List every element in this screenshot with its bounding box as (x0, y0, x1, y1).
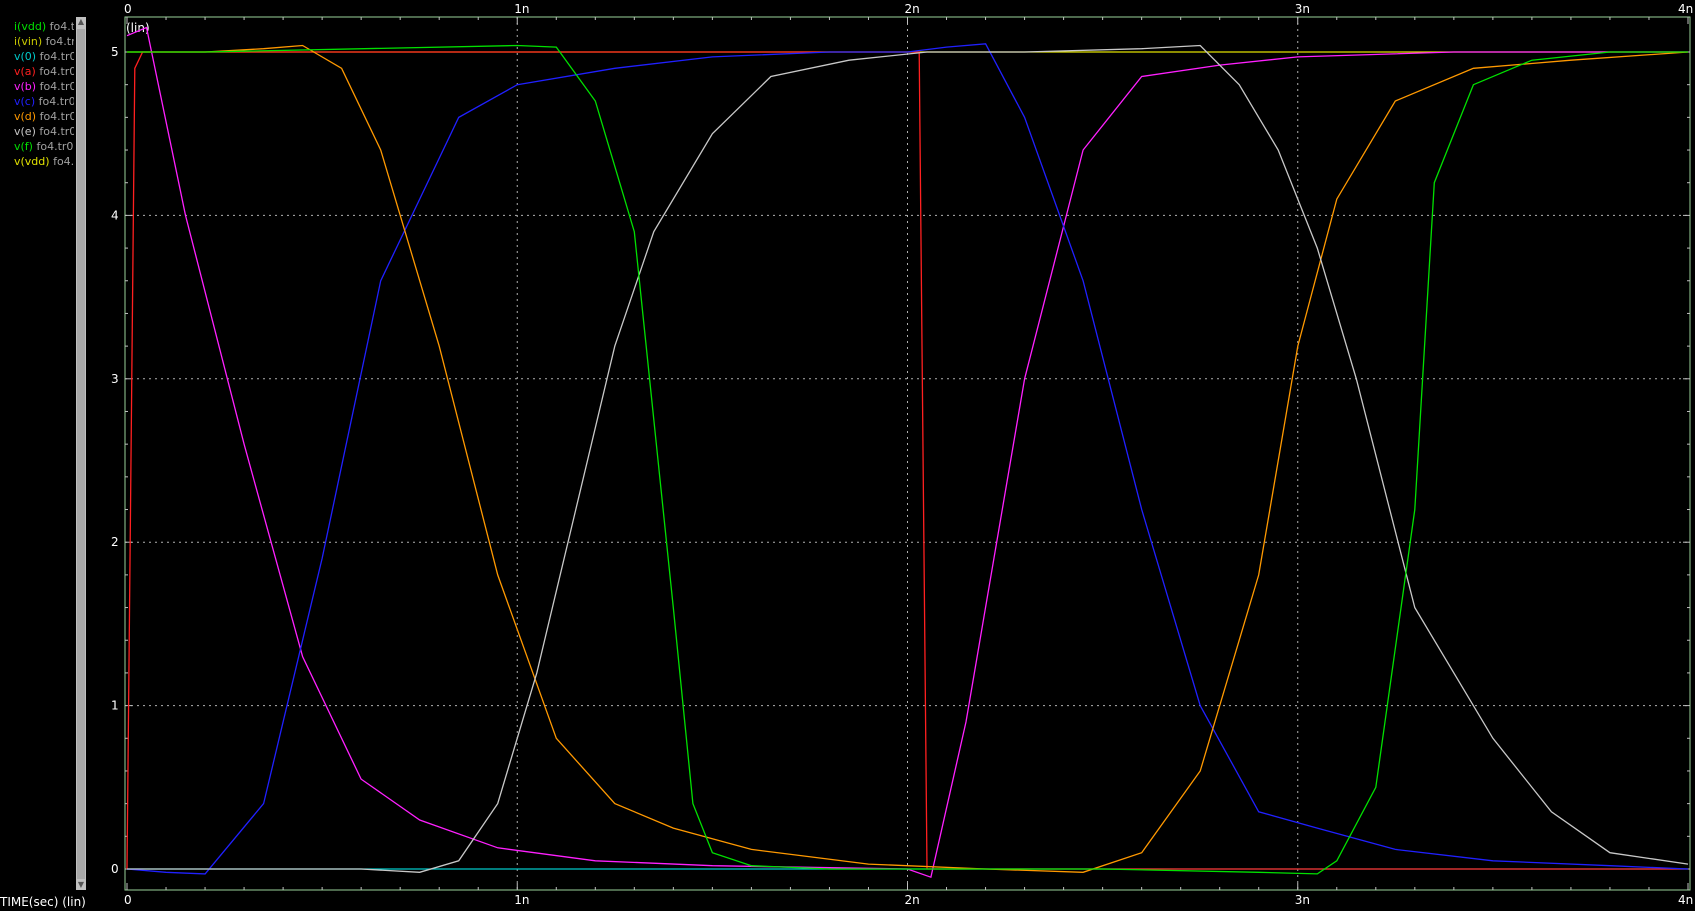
legend-signal-name: v(f) (14, 140, 33, 153)
legend-file-name: fo4.tr0 (36, 110, 74, 123)
legend-item-v-e[interactable]: v(e) fo4.tr0 (14, 125, 74, 138)
series-v-b (126, 26, 1688, 879)
legend-file-name: fo4.tr0 (35, 65, 74, 78)
axis-ticks: 0 0 1n 1n 2n 2n 3n 3n 4n 4n 0 1 2 3 4 5 (111, 2, 1693, 907)
x-tick-label-top: 4n (1678, 2, 1693, 16)
legend-file-name: fo4.tr0 (36, 80, 74, 93)
legend-item-i-vin[interactable]: i(vin) fo4.tr0 (14, 35, 74, 48)
y-tick-label: 2 (111, 535, 119, 549)
x-tick-label-bottom: 3n (1295, 893, 1310, 907)
series-v-c (126, 43, 1689, 875)
x-tick-label-top: 1n (514, 2, 529, 16)
series-v-e (127, 44, 1689, 873)
x-tick-label-bottom: 4n (1678, 893, 1693, 907)
legend-file-name: fo4.tr0 (36, 50, 74, 63)
grid (125, 17, 1690, 890)
legend-item-v-c[interactable]: v(c) fo4.tr0 (14, 95, 74, 108)
legend-file-name: fo4.tr0 (53, 155, 74, 168)
y-tick-label: 3 (111, 372, 119, 386)
legend-item-v-d[interactable]: v(d) fo4.tr0 (14, 110, 74, 123)
scroll-up-arrow-icon[interactable]: ▲ (77, 17, 85, 26)
scrollbar-thumb[interactable] (77, 29, 85, 879)
legend-signal-name: v(c) (14, 95, 36, 108)
legend-file-name: fo4.tr0 (35, 125, 74, 138)
legend-scrollbar[interactable]: ▲ ▼ (76, 17, 86, 890)
legend-file-name: fo4.tr0 (49, 20, 74, 33)
x-tick-label-bottom: 0 (124, 893, 132, 907)
legend-item-v-f[interactable]: v(f) fo4.tr0 (14, 140, 73, 153)
legend-item-v-vdd[interactable]: v(vdd) fo4.tr0 (14, 155, 74, 168)
legend-item-v-a[interactable]: v(a) fo4.tr0 (14, 65, 74, 78)
series-lines (126, 26, 1689, 879)
x-tick-label-top: 3n (1295, 2, 1310, 16)
y-tick-label: 1 (111, 699, 119, 713)
legend-item-v-b[interactable]: v(b) fo4.tr0 (14, 80, 74, 93)
x-tick-label-top: 0 (124, 2, 132, 16)
scale-label: (lin) (126, 21, 150, 35)
legend-signal-name: v(d) (14, 110, 37, 123)
legend-file-name: fo4.tr0 (32, 140, 74, 153)
y-tick-label: 5 (111, 45, 119, 59)
legend-signal-name: v(vdd) (14, 155, 50, 168)
x-tick-label-top: 2n (905, 2, 920, 16)
legend-signal-name: v(0) (14, 50, 37, 63)
legend-file-name: fo4.tr0 (45, 35, 74, 48)
series-v-d (127, 44, 1689, 873)
legend-item-i-vdd[interactable]: i(vdd) fo4.tr0 (14, 20, 74, 33)
legend-file-name: fo4.tr0 (35, 95, 74, 108)
x-tick-label-bottom: 2n (905, 893, 920, 907)
series-v-f (127, 44, 1688, 875)
legend-signal-name: v(a) (14, 65, 36, 78)
legend-item-v-0[interactable]: v(0) fo4.tr0 (14, 50, 74, 63)
legend-signal-name: v(b) (14, 80, 37, 93)
legend-signal-name: v(e) (14, 125, 36, 138)
x-tick-label-bottom: 1n (514, 893, 529, 907)
legend-signal-name: i(vdd) (14, 20, 47, 33)
plot-frame (124, 16, 1691, 891)
y-tick-label: 4 (111, 208, 119, 222)
y-tick-label: 0 (111, 862, 119, 876)
legend-signal-name: i(vin) (14, 35, 43, 48)
x-axis-title: TIME(sec) (lin) (0, 895, 86, 909)
scroll-down-arrow-icon[interactable]: ▼ (77, 880, 85, 889)
